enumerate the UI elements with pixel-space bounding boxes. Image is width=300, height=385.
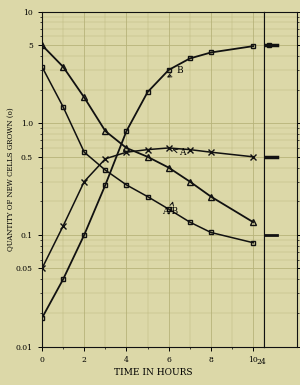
Text: A: A: [174, 148, 186, 157]
Y-axis label: QUANTITY OF NEW CELLS GROWN (o): QUANTITY OF NEW CELLS GROWN (o): [7, 107, 15, 251]
Text: A/B: A/B: [162, 202, 178, 216]
Text: B: B: [168, 66, 183, 77]
X-axis label: TIME IN HOURS: TIME IN HOURS: [114, 368, 192, 377]
Text: 24: 24: [257, 358, 266, 367]
